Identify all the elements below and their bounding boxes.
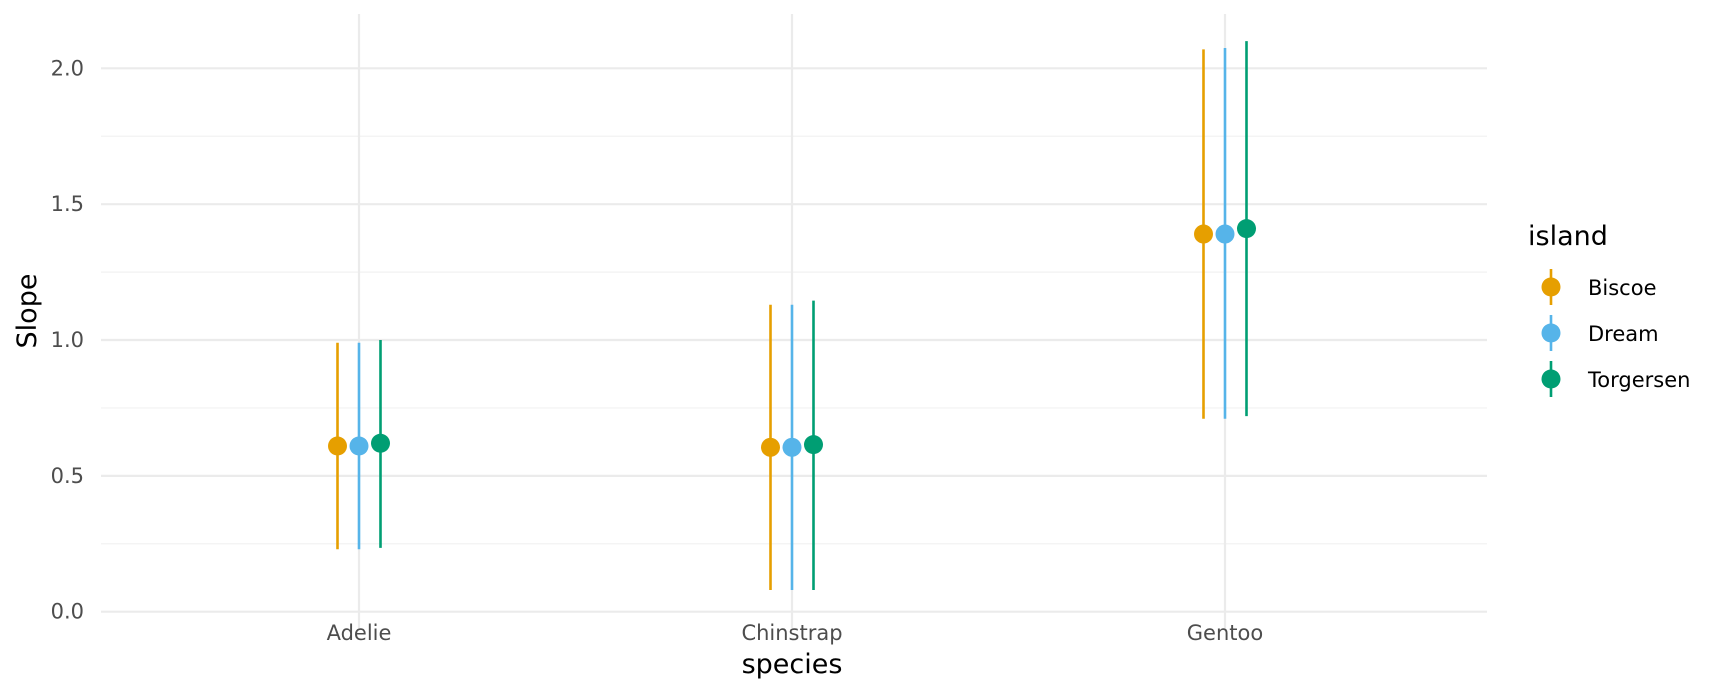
estimate-point — [371, 433, 390, 453]
estimate-point — [1215, 224, 1235, 244]
estimate-point — [349, 436, 369, 456]
legend-key-point — [1541, 323, 1561, 343]
estimate-point — [1237, 219, 1256, 239]
legend-label: Torgersen — [1587, 368, 1690, 392]
x-axis-title: species — [742, 649, 843, 680]
estimate-point — [804, 435, 823, 455]
y-axis-ticks: 0.0 0.5 1.0 1.5 2.0 — [51, 56, 84, 623]
legend-key-point — [1541, 277, 1561, 297]
x-axis-ticks: Adelie Chinstrap Gentoo — [327, 621, 1264, 645]
y-tick-label: 1.0 — [51, 328, 84, 352]
estimate-point — [1194, 224, 1213, 244]
x-tick-label: Adelie — [327, 621, 392, 645]
legend-label: Biscoe — [1588, 276, 1657, 300]
plot-marks — [328, 41, 1256, 590]
legend: island Biscoe Dream Torgersen — [1528, 221, 1690, 397]
x-tick-label: Gentoo — [1187, 621, 1263, 645]
legend-key-point — [1541, 369, 1561, 389]
legend-item: Dream — [1541, 315, 1659, 351]
estimate-point — [328, 436, 347, 456]
x-tick-label: Chinstrap — [741, 621, 842, 645]
legend-title: island — [1528, 221, 1608, 252]
estimate-point — [782, 437, 802, 457]
y-axis-title: Slope — [12, 274, 43, 349]
y-tick-label: 0.5 — [51, 464, 84, 488]
y-tick-label: 0.0 — [51, 600, 84, 624]
grid — [101, 14, 1487, 628]
estimate-point — [761, 437, 780, 457]
y-tick-label: 1.5 — [51, 192, 84, 216]
legend-item: Torgersen — [1541, 361, 1690, 397]
y-tick-label: 2.0 — [51, 56, 84, 80]
legend-item: Biscoe — [1541, 269, 1657, 305]
legend-label: Dream — [1588, 322, 1659, 346]
